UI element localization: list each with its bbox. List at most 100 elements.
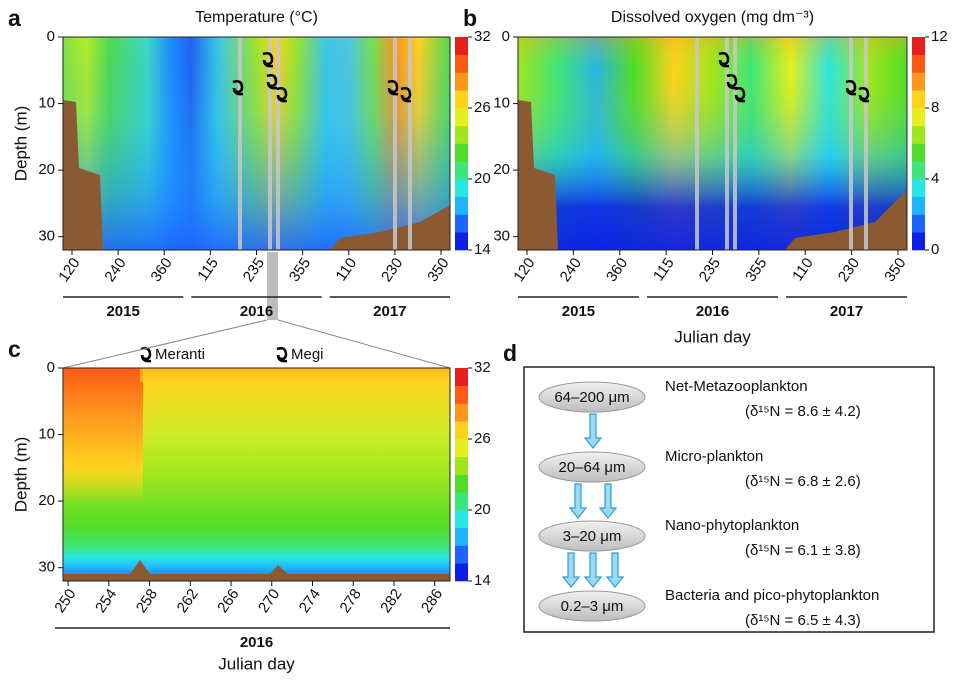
x-tick-label: 240 [557, 255, 585, 285]
colorbar-tick-label: 20 [474, 501, 491, 518]
colorbar-band [455, 143, 468, 162]
x-tick-label: 355 [286, 255, 314, 285]
colorbar-tick-label: 32 [474, 28, 491, 45]
colorbar-band [455, 72, 468, 91]
size-label: 0.2–3 μm [561, 598, 624, 615]
colorbar-band [912, 125, 925, 144]
panel-label: d [503, 340, 517, 366]
colorbar-tick-label: 14 [474, 572, 491, 589]
colorbar-band [912, 196, 925, 215]
typhoon-icons [140, 51, 870, 363]
y-tick-label: 20 [38, 492, 55, 509]
colorbar-band [455, 474, 468, 493]
colorbar-tick-label: 26 [474, 430, 491, 447]
y-tick-label: 0 [502, 28, 510, 45]
x-tick-label: 120 [510, 255, 538, 285]
colorbar-tick-label: 4 [931, 170, 939, 187]
colorbar-band [455, 108, 468, 127]
y-tick-label: 0 [47, 359, 55, 376]
y-tick-label: 10 [38, 426, 55, 443]
field-b [518, 37, 907, 250]
field-c [63, 368, 450, 581]
colorbar-tick-label: 8 [931, 99, 939, 116]
size-class [538, 381, 646, 413]
colorbar-band [455, 421, 468, 440]
colorbar-tick-label: 32 [474, 359, 491, 376]
colorbar-tick-label: 14 [474, 241, 491, 258]
colorbar-band [912, 214, 925, 233]
size-class [538, 520, 646, 552]
colorbar-band [912, 179, 925, 198]
y-axis-label: Depth (m) [11, 106, 30, 182]
x-tick-label: 115 [650, 255, 678, 284]
x-tick-label: 235 [696, 255, 724, 285]
field-a [63, 37, 450, 250]
colorbar-band [455, 125, 468, 144]
x-tick-label: 262 [174, 586, 202, 616]
colorbar-band [912, 37, 925, 56]
x-tick-label: 115 [194, 255, 222, 284]
y-tick-label: 10 [38, 95, 55, 112]
y-tick-label: 30 [493, 228, 510, 245]
y-tick-label: 30 [38, 559, 55, 576]
colorbar-band [455, 545, 468, 564]
x-tick-label: 110 [333, 255, 361, 284]
colorbar-band [455, 385, 468, 404]
year-label: 2016 [240, 634, 273, 651]
year-label: 2015 [562, 303, 595, 320]
isotope-value: (δ¹⁵N = 6.5 ± 4.3) [745, 612, 861, 629]
colorbar-band [455, 232, 468, 251]
isotope-value: (δ¹⁵N = 6.8 ± 2.6) [745, 473, 861, 490]
panel-label: a [8, 5, 21, 31]
x-tick-label: 278 [336, 586, 364, 616]
colorbar-band [455, 54, 468, 73]
colorbar-band [455, 196, 468, 215]
colorbar-band [912, 143, 925, 162]
year-label: 2016 [696, 303, 729, 320]
panel-label: c [8, 336, 21, 362]
colorbar-band [455, 563, 468, 582]
event-label: Meranti [155, 346, 205, 363]
panel-title: Dissolved oxygen (mg dm⁻³) [611, 9, 814, 26]
colorbar-band [912, 90, 925, 109]
colorbar-band [455, 90, 468, 109]
y-axis-label: Depth (m) [11, 437, 30, 513]
x-tick-label: 286 [418, 586, 446, 616]
group-name: Micro-plankton [665, 448, 763, 465]
y-tick-label: 20 [38, 161, 55, 178]
size-class [538, 451, 646, 483]
x-tick-label: 230 [835, 255, 863, 285]
x-tick-label: 254 [92, 586, 120, 616]
panel-label: b [463, 5, 477, 31]
isotope-value: (δ¹⁵N = 8.6 ± 4.2) [745, 403, 861, 420]
year-label: 2017 [373, 303, 406, 320]
colorbar-band [455, 527, 468, 546]
group-name: Net-Metazooplankton [665, 378, 808, 395]
colorbar-band [455, 456, 468, 475]
colorbar-band [455, 214, 468, 233]
zoom-connector [62, 252, 451, 369]
colorbar-band [455, 368, 468, 387]
x-tick-label: 120 [55, 255, 83, 285]
x-tick-label: 360 [603, 255, 631, 285]
size-class [538, 590, 646, 622]
x-axis-label: Julian day [674, 327, 751, 346]
size-label: 20–64 μm [558, 459, 625, 476]
x-tick-label: 355 [742, 255, 770, 285]
colorbar-tick-label: 20 [474, 170, 491, 187]
group-name: Bacteria and pico-phytoplankton [665, 587, 879, 604]
x-tick-label: 266 [214, 586, 242, 616]
y-tick-label: 0 [47, 28, 55, 45]
colorbar-band [912, 108, 925, 127]
x-tick-label: 110 [789, 255, 817, 284]
x-tick-label: 274 [296, 586, 324, 616]
colorbar-band [455, 37, 468, 56]
x-tick-label: 270 [255, 586, 283, 616]
x-tick-label: 360 [147, 255, 175, 285]
x-tick-label: 250 [51, 586, 79, 616]
diagram-frame [523, 366, 935, 633]
colorbar-tick-label: 0 [931, 241, 939, 258]
colorbar-band [912, 161, 925, 180]
colorbar-band [455, 439, 468, 458]
